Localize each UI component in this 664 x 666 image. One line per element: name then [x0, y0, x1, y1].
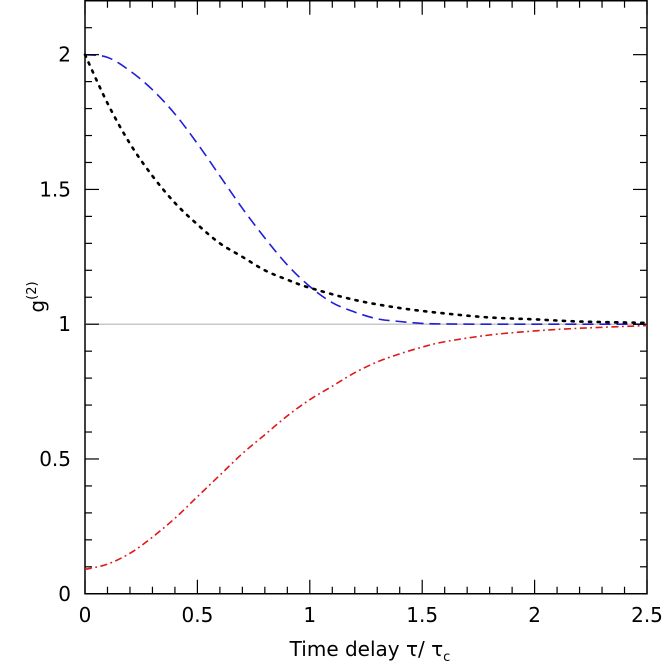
x-tick-label: 2.5: [631, 603, 663, 627]
x-axis-label: Time delay τ/ τc: [289, 637, 451, 665]
y-tick-label: 0.5: [39, 447, 71, 471]
y-tick-label: 2: [58, 43, 71, 67]
x-tick-label: 1: [303, 603, 316, 627]
plot-frame: [84, 0, 648, 595]
x-tick-label: 0: [79, 603, 92, 627]
y-axis-label: g(2): [25, 281, 49, 312]
x-tick-label: 1.5: [406, 603, 438, 627]
x-tick-label: 2: [528, 603, 541, 627]
y-tick-label: 1.5: [39, 177, 71, 201]
series-line-dashed: [84, 53, 647, 326]
y-tick-label: 0: [58, 582, 71, 606]
series-line-dotted: [83, 53, 649, 325]
x-tick-label: 0.5: [181, 603, 213, 627]
series-line-dashdot: [84, 324, 648, 571]
y-tick-label: 1: [58, 312, 71, 336]
